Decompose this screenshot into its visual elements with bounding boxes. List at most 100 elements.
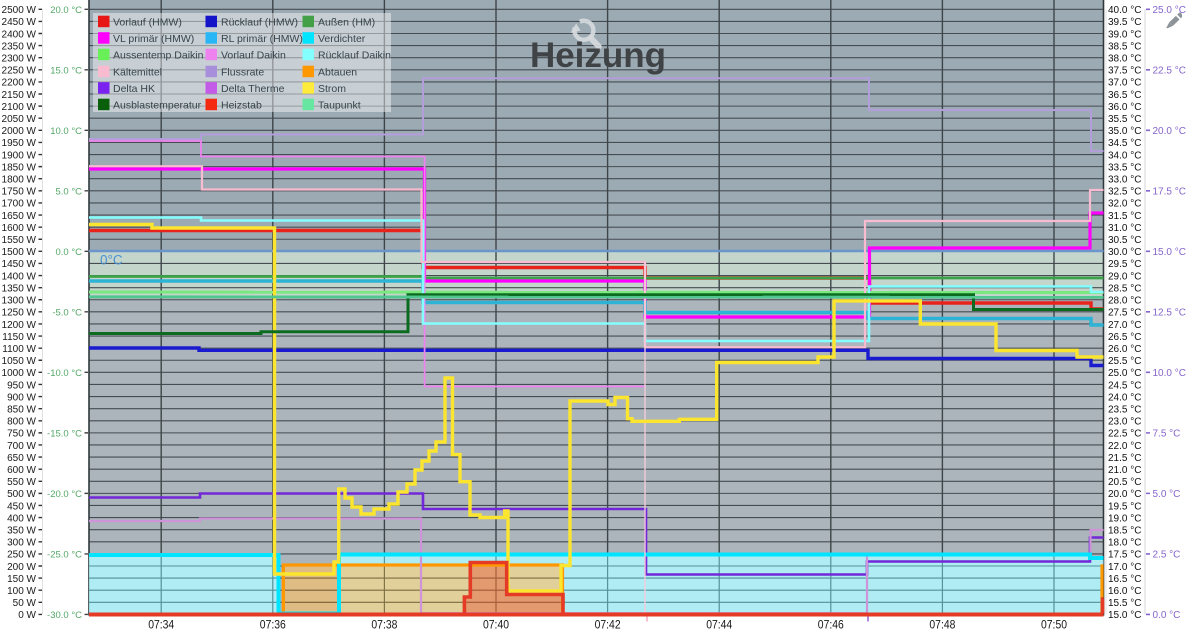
svg-text:25.5 °C: 25.5 °C bbox=[1108, 356, 1141, 367]
svg-text:1150 W: 1150 W bbox=[2, 332, 36, 343]
svg-text:600 W: 600 W bbox=[7, 465, 36, 476]
svg-text:17.5 °C: 17.5 °C bbox=[1153, 187, 1186, 198]
svg-text:2150 W: 2150 W bbox=[2, 90, 37, 101]
svg-text:1450 W: 1450 W bbox=[2, 259, 37, 270]
svg-text:24.0 °C: 24.0 °C bbox=[1108, 392, 1141, 403]
svg-text:Ausblastemperatur: Ausblastemperatur bbox=[113, 99, 202, 111]
svg-text:10.0 °C: 10.0 °C bbox=[50, 126, 82, 137]
svg-text:2450 W: 2450 W bbox=[2, 17, 37, 28]
svg-text:Rücklauf (HMW): Rücklauf (HMW) bbox=[221, 16, 298, 28]
svg-text:2000 W: 2000 W bbox=[2, 126, 37, 137]
svg-text:2100 W: 2100 W bbox=[2, 102, 37, 113]
svg-text:17.5 °C: 17.5 °C bbox=[1108, 550, 1141, 561]
svg-text:07:38: 07:38 bbox=[371, 620, 397, 632]
svg-text:2350 W: 2350 W bbox=[2, 41, 37, 52]
svg-text:19.0 °C: 19.0 °C bbox=[1108, 513, 1141, 524]
svg-text:37.0 °C: 37.0 °C bbox=[1108, 78, 1141, 89]
svg-text:21.0 °C: 21.0 °C bbox=[1108, 465, 1141, 476]
svg-text:Abtauen: Abtauen bbox=[318, 66, 357, 78]
svg-text:23.5 °C: 23.5 °C bbox=[1108, 404, 1141, 415]
svg-text:2.5 °C: 2.5 °C bbox=[1153, 550, 1181, 561]
svg-text:10.0 °C: 10.0 °C bbox=[1153, 368, 1186, 379]
svg-text:38.5 °C: 38.5 °C bbox=[1108, 41, 1141, 52]
svg-text:40.0 °C: 40.0 °C bbox=[1108, 5, 1141, 16]
svg-text:15.5 °C: 15.5 °C bbox=[1108, 598, 1141, 609]
svg-text:20.0 °C: 20.0 °C bbox=[1153, 126, 1186, 137]
svg-text:VL primär (HMW): VL primär (HMW) bbox=[113, 33, 194, 45]
svg-text:27.0 °C: 27.0 °C bbox=[1108, 320, 1141, 331]
svg-text:32.5 °C: 32.5 °C bbox=[1108, 187, 1141, 198]
svg-text:15.0 °C: 15.0 °C bbox=[1153, 247, 1186, 258]
svg-text:16.0 °C: 16.0 °C bbox=[1108, 586, 1141, 597]
svg-text:250 W: 250 W bbox=[7, 550, 36, 561]
svg-text:34.0 °C: 34.0 °C bbox=[1108, 150, 1141, 161]
svg-text:0 W: 0 W bbox=[18, 610, 36, 621]
svg-text:28.5 °C: 28.5 °C bbox=[1108, 283, 1141, 294]
svg-text:18.5 °C: 18.5 °C bbox=[1108, 525, 1141, 536]
svg-text:Vorlauf (HMW): Vorlauf (HMW) bbox=[113, 16, 182, 28]
svg-text:5.0 °C: 5.0 °C bbox=[55, 187, 82, 198]
svg-text:-15.0 °C: -15.0 °C bbox=[47, 429, 82, 440]
svg-text:22.0 °C: 22.0 °C bbox=[1108, 441, 1141, 452]
svg-text:2300 W: 2300 W bbox=[2, 54, 37, 65]
svg-text:1200 W: 1200 W bbox=[2, 320, 37, 331]
svg-text:300 W: 300 W bbox=[7, 538, 36, 549]
svg-text:07:50: 07:50 bbox=[1041, 620, 1067, 632]
svg-text:1000 W: 1000 W bbox=[2, 368, 37, 379]
svg-text:25.0 °C: 25.0 °C bbox=[1108, 368, 1141, 379]
svg-text:39.5 °C: 39.5 °C bbox=[1108, 17, 1141, 28]
svg-text:850 W: 850 W bbox=[7, 404, 36, 415]
svg-text:07:46: 07:46 bbox=[818, 620, 844, 632]
svg-text:35.5 °C: 35.5 °C bbox=[1108, 114, 1141, 125]
svg-text:50 W: 50 W bbox=[13, 598, 37, 609]
svg-text:800 W: 800 W bbox=[7, 417, 36, 428]
svg-text:2400 W: 2400 W bbox=[2, 29, 37, 40]
svg-text:1950 W: 1950 W bbox=[2, 138, 37, 149]
svg-text:33.0 °C: 33.0 °C bbox=[1108, 175, 1141, 186]
svg-text:1250 W: 1250 W bbox=[2, 308, 37, 319]
svg-text:1400 W: 1400 W bbox=[2, 271, 37, 282]
svg-text:2050 W: 2050 W bbox=[2, 114, 37, 125]
svg-text:1500 W: 1500 W bbox=[2, 247, 37, 258]
svg-text:34.5 °C: 34.5 °C bbox=[1108, 138, 1141, 149]
svg-text:36.5 °C: 36.5 °C bbox=[1108, 90, 1141, 101]
svg-text:Strom: Strom bbox=[318, 83, 346, 95]
svg-text:21.5 °C: 21.5 °C bbox=[1108, 453, 1141, 464]
svg-text:1900 W: 1900 W bbox=[2, 150, 37, 161]
svg-text:25.0 °C: 25.0 °C bbox=[1153, 5, 1186, 16]
svg-text:1050 W: 1050 W bbox=[2, 356, 37, 367]
svg-text:31.5 °C: 31.5 °C bbox=[1108, 211, 1141, 222]
svg-text:07:36: 07:36 bbox=[260, 620, 286, 632]
svg-text:07:48: 07:48 bbox=[929, 620, 955, 632]
svg-text:0.0 °C: 0.0 °C bbox=[55, 247, 82, 258]
svg-text:24.5 °C: 24.5 °C bbox=[1108, 380, 1141, 391]
svg-text:550 W: 550 W bbox=[7, 477, 36, 488]
svg-text:Rücklauf Daikin: Rücklauf Daikin bbox=[318, 49, 391, 61]
svg-text:950 W: 950 W bbox=[7, 380, 36, 391]
svg-text:-20.0 °C: -20.0 °C bbox=[47, 489, 82, 500]
svg-text:30.0 °C: 30.0 °C bbox=[1108, 247, 1141, 258]
svg-text:1600 W: 1600 W bbox=[2, 223, 37, 234]
svg-text:35.0 °C: 35.0 °C bbox=[1108, 126, 1141, 137]
svg-text:Delta HK: Delta HK bbox=[113, 83, 155, 95]
svg-text:26.0 °C: 26.0 °C bbox=[1108, 344, 1141, 355]
svg-text:0.0 °C: 0.0 °C bbox=[1153, 610, 1181, 621]
svg-text:23.0 °C: 23.0 °C bbox=[1108, 417, 1141, 428]
svg-text:28.0 °C: 28.0 °C bbox=[1108, 296, 1141, 307]
svg-text:150 W: 150 W bbox=[7, 574, 36, 585]
svg-text:07:42: 07:42 bbox=[595, 620, 621, 632]
svg-text:RL primär (HMW): RL primär (HMW) bbox=[221, 33, 303, 45]
svg-text:1700 W: 1700 W bbox=[2, 199, 37, 210]
svg-text:350 W: 350 W bbox=[7, 525, 36, 536]
svg-text:1800 W: 1800 W bbox=[2, 175, 37, 186]
svg-text:27.5 °C: 27.5 °C bbox=[1108, 308, 1141, 319]
svg-text:Flussrate: Flussrate bbox=[221, 66, 264, 78]
svg-text:1100 W: 1100 W bbox=[2, 344, 36, 355]
svg-text:30.5 °C: 30.5 °C bbox=[1108, 235, 1141, 246]
svg-text:1650 W: 1650 W bbox=[2, 211, 37, 222]
svg-text:39.0 °C: 39.0 °C bbox=[1108, 29, 1141, 40]
svg-text:Heizstab: Heizstab bbox=[221, 99, 262, 111]
svg-text:17.0 °C: 17.0 °C bbox=[1108, 562, 1141, 573]
svg-text:29.5 °C: 29.5 °C bbox=[1108, 259, 1141, 270]
svg-text:-25.0 °C: -25.0 °C bbox=[47, 550, 82, 561]
